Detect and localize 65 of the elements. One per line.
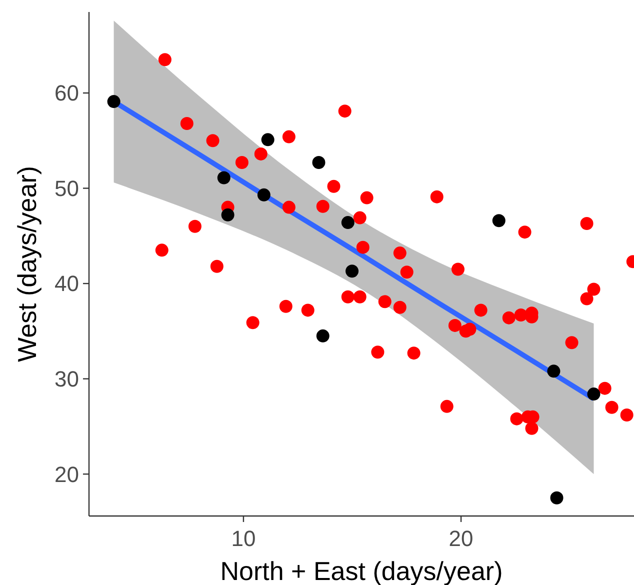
point [580, 292, 594, 306]
point [338, 104, 352, 118]
point [580, 217, 594, 230]
point [261, 133, 274, 146]
point [400, 266, 414, 279]
point [327, 180, 340, 193]
point [158, 53, 172, 66]
point [356, 240, 370, 254]
point [341, 290, 354, 304]
point [353, 290, 366, 304]
y-tick-label: 60 [54, 80, 79, 106]
point [282, 200, 296, 214]
point [440, 400, 454, 413]
point [605, 400, 618, 414]
point [525, 422, 538, 435]
point [246, 316, 260, 330]
point [210, 260, 224, 273]
point [282, 130, 296, 144]
point [206, 134, 220, 148]
y-tick-label: 40 [54, 271, 79, 296]
point [598, 382, 612, 395]
point [393, 300, 406, 314]
point [301, 304, 314, 317]
point [360, 191, 374, 204]
y-tick-label: 30 [54, 366, 79, 392]
point [180, 116, 194, 130]
point [547, 364, 560, 378]
point [257, 188, 270, 202]
point [235, 156, 248, 170]
point [155, 244, 168, 257]
point [312, 156, 326, 170]
point [587, 282, 600, 296]
point [107, 95, 120, 108]
point [221, 208, 234, 222]
x-tick-label: 10 [231, 526, 256, 551]
point [353, 211, 366, 224]
point [430, 190, 444, 204]
point [341, 216, 354, 230]
point [565, 336, 578, 350]
point [474, 304, 488, 317]
point [371, 346, 384, 359]
point [451, 262, 464, 276]
point [407, 346, 420, 360]
point [587, 388, 600, 401]
point [518, 226, 532, 239]
y-axis-title: West (days/year) [12, 166, 42, 362]
point [346, 264, 359, 278]
point [502, 311, 516, 324]
point [378, 295, 392, 308]
point [217, 171, 230, 184]
point [393, 246, 406, 260]
point [514, 308, 528, 322]
point [316, 329, 330, 342]
y-tick-label: 20 [54, 462, 79, 487]
point [510, 412, 524, 426]
y-tick-label: 50 [54, 176, 79, 201]
point [492, 214, 506, 228]
point [254, 147, 268, 160]
point [463, 322, 476, 336]
point [188, 220, 202, 233]
point [279, 300, 292, 313]
point [316, 200, 330, 213]
point [550, 491, 564, 504]
point [448, 318, 462, 332]
point [620, 408, 634, 422]
